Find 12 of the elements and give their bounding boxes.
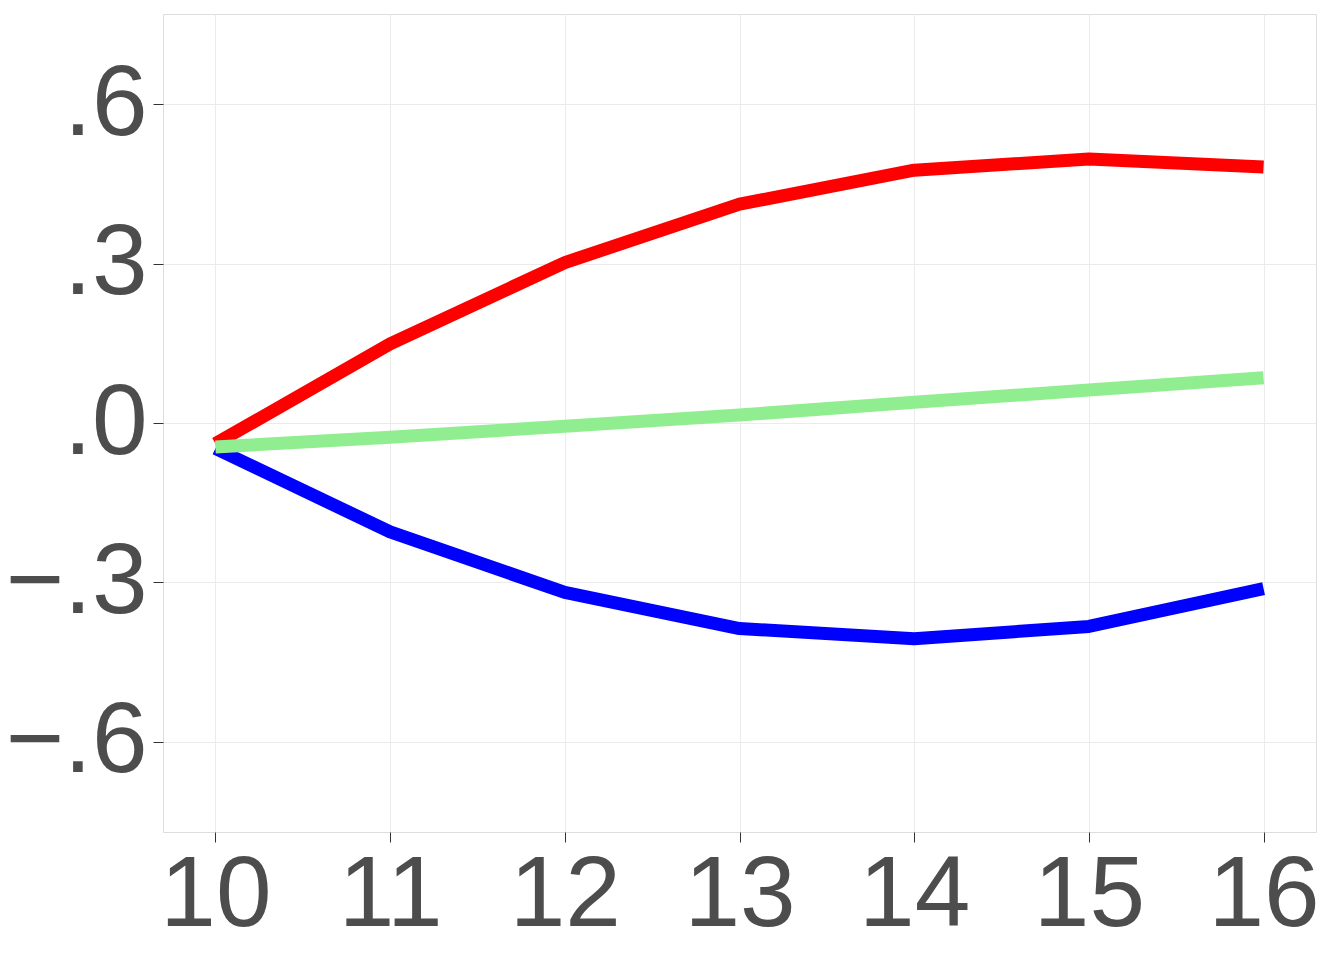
y-tick-label: .0	[64, 362, 148, 475]
x-tick-label: 15	[1033, 834, 1146, 947]
x-tick-label: 14	[859, 834, 971, 947]
y-tick-label: .3	[64, 203, 148, 316]
x-tick-label: 13	[684, 834, 796, 947]
y-tick-label: −.6	[5, 681, 148, 794]
x-tick-label: 11	[338, 834, 443, 947]
x-tick-label: 16	[1208, 834, 1320, 947]
x-tick-label: 12	[509, 834, 621, 947]
y-tick-label: .6	[64, 43, 148, 156]
y-tick-label: −.3	[5, 521, 148, 634]
x-tick-label: 10	[160, 834, 272, 947]
